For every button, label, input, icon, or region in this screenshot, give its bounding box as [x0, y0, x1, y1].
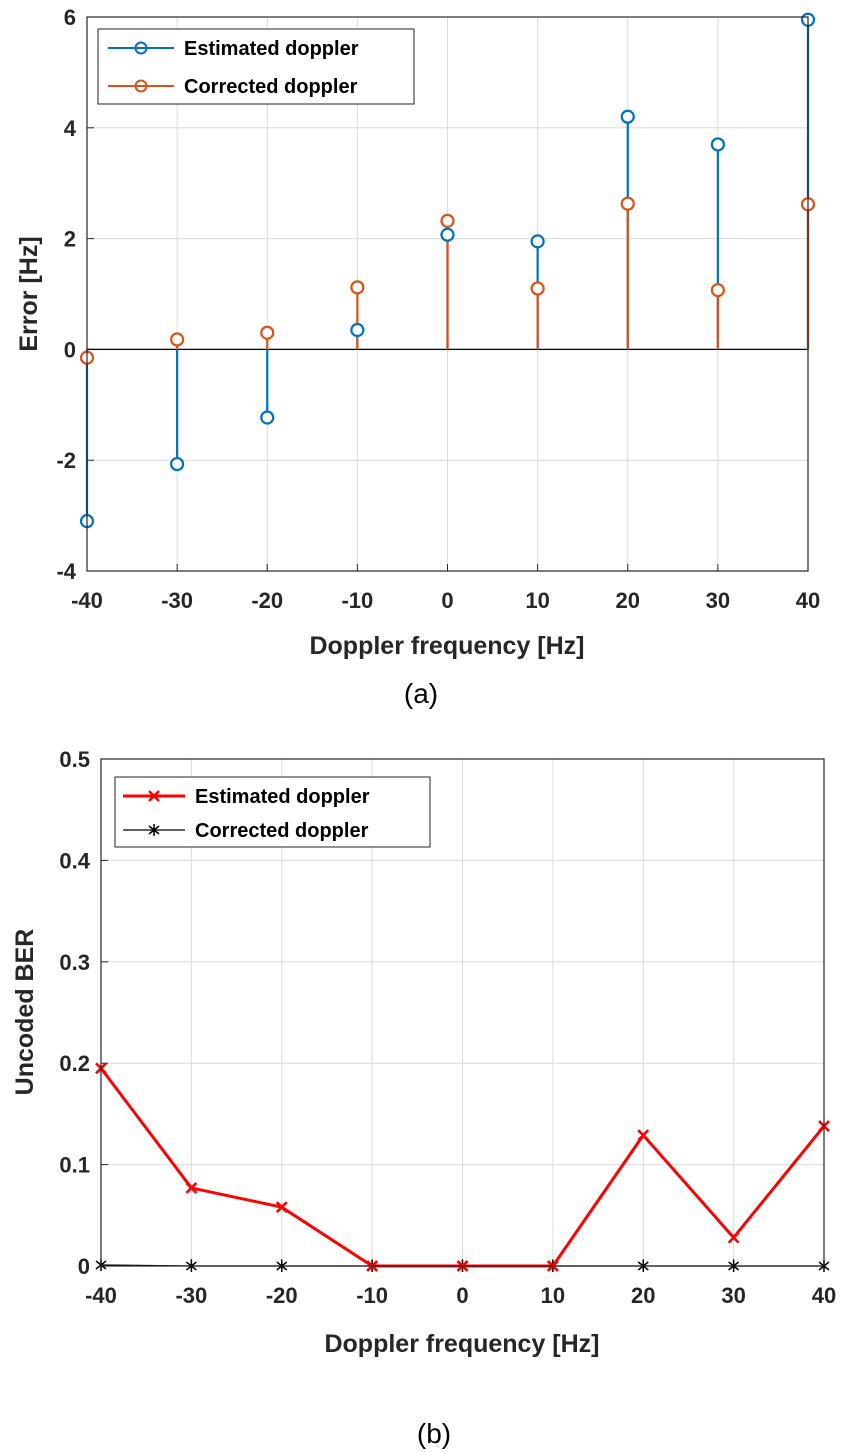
y-tick-labels-b: 0 0.1 0.2 0.3 0.4 0.5: [59, 747, 90, 1279]
marker-estimated-10: [530, 234, 545, 249]
marker-corrected--30: [170, 332, 185, 347]
legend-box-a: [97, 28, 415, 105]
legend-marker-estimated-b: [148, 790, 160, 802]
legend-b: Estimated doppler Corrected doppler: [114, 776, 431, 848]
x-tick-label-a: 40: [796, 588, 820, 613]
marker-corrected--20: [260, 325, 275, 340]
y-tick-label-a: 6: [64, 5, 76, 30]
x-tick-label-a: 30: [706, 588, 730, 613]
x-axis-label-b: Doppler frequency [Hz]: [324, 1330, 599, 1358]
marker-estimated--10: [350, 322, 365, 338]
marker-estimated-20: [637, 1129, 650, 1142]
legend-marker-corrected-a: [134, 79, 148, 93]
caption-b: (b): [417, 1418, 451, 1449]
x-tick-label-b: -10: [356, 1283, 388, 1308]
caption-a: (a): [404, 678, 438, 709]
marker-estimated-0: [440, 227, 455, 242]
marker-estimated--20: [275, 1201, 288, 1214]
x-tick-labels-b: -40 -30 -20 -10 0 10 20 30 40: [85, 1283, 836, 1308]
y-tick-label-b: 0.2: [59, 1051, 90, 1076]
x-axis-label-a: Doppler frequency [Hz]: [309, 632, 584, 660]
y-tick-labels-a: -4 -2 0 2 4 6: [56, 5, 76, 584]
marker-corrected-30: [710, 283, 725, 298]
x-tick-label-a: -40: [71, 588, 103, 613]
legend-marker-corrected-b: [148, 824, 160, 836]
x-tick-label-a: -10: [341, 588, 373, 613]
legend-label-estimated-a: Estimated doppler: [184, 38, 359, 60]
y-tick-label-b: 0.5: [59, 747, 90, 772]
axes-box-a: [86, 16, 809, 572]
y-tick-label-b: 0: [78, 1254, 90, 1279]
x-tick-labels-a: -40 -30 -20 -10 0 10 20 30 40: [71, 588, 820, 613]
chart-b: -40 -30 -20 -10 0 10 20 30 40 0 0.1 0.2 0.3 0.4 0.5 D…: [11, 747, 836, 1449]
x-tick-label-a: 0: [441, 588, 453, 613]
marker-estimated--20: [260, 410, 275, 425]
y-axis-label-b: Uncoded BER: [11, 929, 39, 1096]
y-tick-label-b: 0.4: [59, 848, 90, 873]
legend-marker-estimated-a: [134, 41, 148, 55]
marker-estimated--30: [170, 456, 185, 472]
y-tick-label-a: 2: [64, 227, 76, 252]
legend-box-b: [114, 776, 431, 848]
y-tick-label-a: -4: [56, 559, 76, 584]
x-tick-label-b: -30: [175, 1283, 207, 1308]
y-tick-label-a: -2: [56, 448, 76, 473]
y-axis-label-a: Error [Hz]: [15, 236, 43, 351]
x-tick-label-b: 10: [541, 1283, 565, 1308]
legend-label-corrected-a: Corrected doppler: [184, 76, 358, 98]
y-tick-label-a: 4: [64, 116, 77, 141]
marker-estimated--30: [185, 1182, 198, 1194]
legend-a: Estimated doppler Corrected doppler: [97, 28, 415, 105]
marker-estimated-30: [710, 137, 725, 152]
x-tick-label-b: -40: [85, 1283, 117, 1308]
y-tick-label-a: 0: [64, 337, 76, 362]
marker-estimated-20: [620, 109, 635, 124]
x-tick-label-a: -30: [161, 588, 193, 613]
x-tick-label-b: 20: [631, 1283, 655, 1308]
marker-estimated-30: [727, 1231, 740, 1244]
marker-corrected--10: [350, 280, 365, 295]
x-tick-label-b: 30: [721, 1283, 745, 1308]
x-tick-label-a: 20: [616, 588, 640, 613]
x-tick-label-a: 10: [525, 588, 549, 613]
marker-corrected-10: [530, 281, 545, 296]
y-tick-label-b: 0.1: [59, 1153, 90, 1178]
x-tick-label-b: -20: [266, 1283, 298, 1308]
legend-label-corrected-b: Corrected doppler: [195, 820, 369, 842]
marker-corrected-20: [620, 196, 635, 211]
marker-corrected-0: [440, 213, 455, 228]
y-tick-label-b: 0.3: [59, 950, 90, 975]
axes-box-b: [100, 758, 825, 1267]
x-tick-label-b: 0: [456, 1283, 468, 1308]
x-tick-label-b: 40: [812, 1283, 836, 1308]
x-tick-label-a: -20: [251, 588, 283, 613]
legend-label-estimated-b: Estimated doppler: [195, 786, 370, 808]
